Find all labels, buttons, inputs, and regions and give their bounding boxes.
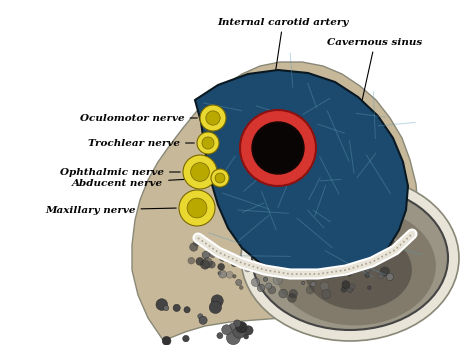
Ellipse shape: [304, 230, 412, 309]
Ellipse shape: [274, 207, 436, 325]
Circle shape: [217, 333, 223, 339]
Circle shape: [320, 282, 329, 291]
Ellipse shape: [252, 186, 448, 330]
Circle shape: [198, 314, 203, 319]
Circle shape: [199, 316, 207, 324]
Ellipse shape: [241, 175, 459, 341]
Circle shape: [211, 169, 229, 187]
Text: Cavernous sinus: Cavernous sinus: [327, 38, 422, 107]
Circle shape: [188, 257, 195, 264]
Circle shape: [184, 307, 190, 313]
Circle shape: [348, 287, 352, 292]
Circle shape: [236, 322, 247, 333]
Circle shape: [226, 271, 233, 278]
Circle shape: [173, 304, 180, 312]
Circle shape: [306, 286, 314, 294]
Circle shape: [183, 335, 189, 342]
Polygon shape: [132, 62, 418, 340]
Text: Trochlear nerve: Trochlear nerve: [88, 138, 194, 148]
Text: Oculomotor nerve: Oculomotor nerve: [80, 114, 197, 122]
Circle shape: [202, 137, 214, 149]
Circle shape: [266, 283, 272, 289]
Circle shape: [311, 282, 316, 287]
Circle shape: [200, 105, 226, 131]
Circle shape: [347, 273, 351, 276]
Circle shape: [219, 254, 227, 261]
Circle shape: [386, 273, 394, 280]
Circle shape: [342, 280, 350, 288]
Circle shape: [209, 250, 217, 257]
Circle shape: [202, 258, 212, 268]
Circle shape: [380, 267, 389, 276]
Circle shape: [244, 334, 248, 339]
Circle shape: [322, 289, 331, 299]
Circle shape: [289, 289, 298, 298]
Text: Abducent nerve: Abducent nerve: [72, 178, 208, 187]
Circle shape: [156, 299, 167, 310]
Circle shape: [252, 122, 304, 174]
Circle shape: [193, 239, 200, 246]
Circle shape: [341, 287, 347, 292]
Circle shape: [244, 326, 253, 335]
Polygon shape: [195, 70, 408, 278]
Circle shape: [233, 275, 236, 278]
Circle shape: [251, 278, 260, 286]
Circle shape: [196, 257, 204, 265]
Circle shape: [187, 198, 207, 218]
Circle shape: [368, 286, 371, 289]
Circle shape: [229, 323, 236, 330]
Circle shape: [202, 251, 210, 259]
Circle shape: [218, 272, 221, 275]
Circle shape: [183, 155, 217, 189]
Circle shape: [288, 294, 297, 303]
Circle shape: [245, 265, 251, 272]
Circle shape: [226, 256, 232, 263]
Circle shape: [239, 286, 243, 289]
Circle shape: [268, 286, 276, 294]
Circle shape: [257, 284, 265, 292]
Circle shape: [349, 284, 355, 289]
Circle shape: [273, 275, 282, 285]
Circle shape: [236, 279, 242, 286]
Circle shape: [227, 331, 240, 345]
Circle shape: [279, 289, 288, 298]
Circle shape: [206, 111, 220, 125]
Circle shape: [179, 190, 215, 226]
Text: Internal carotid artery: Internal carotid artery: [217, 18, 349, 105]
Text: Sphenoidal
sinus: Sphenoidal sinus: [319, 238, 397, 267]
Circle shape: [240, 327, 245, 332]
Circle shape: [209, 301, 221, 314]
Circle shape: [209, 261, 215, 268]
Circle shape: [234, 320, 241, 327]
Circle shape: [218, 263, 225, 270]
Circle shape: [162, 336, 171, 345]
Circle shape: [219, 270, 227, 278]
Circle shape: [222, 325, 231, 335]
Circle shape: [365, 273, 369, 277]
Circle shape: [211, 295, 223, 307]
Circle shape: [365, 268, 370, 273]
Circle shape: [191, 162, 210, 181]
Text: Maxillary nerve: Maxillary nerve: [45, 206, 176, 215]
Circle shape: [231, 260, 237, 267]
Text: Ophthalmic nerve: Ophthalmic nerve: [60, 168, 180, 177]
Circle shape: [197, 132, 219, 154]
Circle shape: [215, 173, 225, 183]
Circle shape: [233, 325, 246, 338]
Circle shape: [240, 110, 316, 186]
Circle shape: [164, 305, 169, 311]
Circle shape: [201, 260, 210, 269]
Circle shape: [263, 277, 268, 282]
Circle shape: [378, 273, 384, 279]
Circle shape: [190, 243, 198, 251]
Circle shape: [301, 281, 305, 285]
